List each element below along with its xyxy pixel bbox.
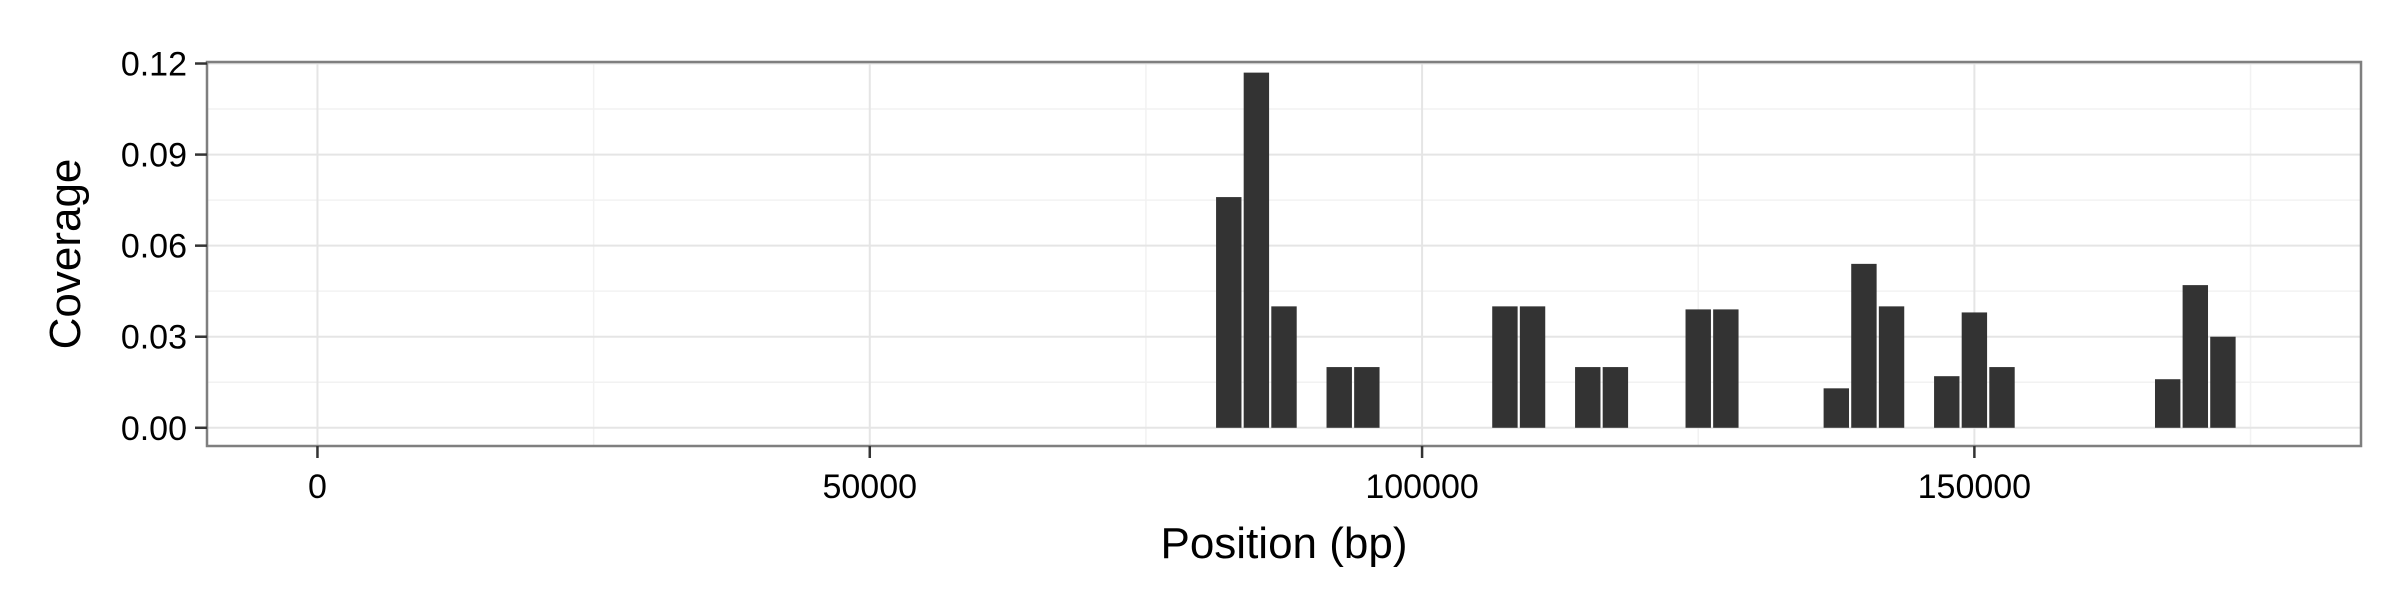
x-tick-label: 50000	[822, 468, 917, 506]
y-tick-label: 0.03	[121, 319, 187, 357]
panel-border	[205, 60, 2363, 448]
bar	[1713, 309, 1739, 428]
bar	[1243, 72, 1270, 428]
bar	[1934, 376, 1960, 428]
y-tick-label: 0.06	[121, 228, 187, 266]
bar	[1989, 367, 2015, 428]
bar	[1519, 306, 1546, 428]
bar	[1602, 367, 1629, 428]
bar	[2154, 379, 2181, 428]
bar	[1851, 263, 1877, 428]
axes: 0.00 0.03 0.06 0.09 0.12 0 50000 100000 150000	[121, 46, 2031, 506]
bar	[1216, 197, 1242, 428]
bar	[1878, 306, 1905, 428]
bars	[1216, 72, 2236, 428]
y-axis-title: Coverage	[41, 159, 90, 350]
y-tick-label: 0.09	[121, 137, 187, 175]
bar	[1326, 367, 1352, 428]
bar	[1961, 312, 1988, 428]
bar	[1685, 309, 1711, 428]
bar	[1823, 388, 1850, 428]
bar	[2182, 285, 2209, 428]
bar	[1271, 306, 1297, 428]
bar	[1354, 367, 1380, 428]
x-axis-title: Position (bp)	[1160, 519, 1407, 568]
x-tick-label: 100000	[1365, 468, 1478, 506]
x-tick-label: 0	[308, 468, 327, 506]
y-tick-label: 0.12	[121, 46, 187, 84]
y-tick-label: 0.00	[121, 410, 187, 448]
bar	[1575, 367, 1601, 428]
bar	[2210, 336, 2236, 428]
bar	[1492, 306, 1518, 428]
x-tick-label: 150000	[1918, 468, 2031, 506]
